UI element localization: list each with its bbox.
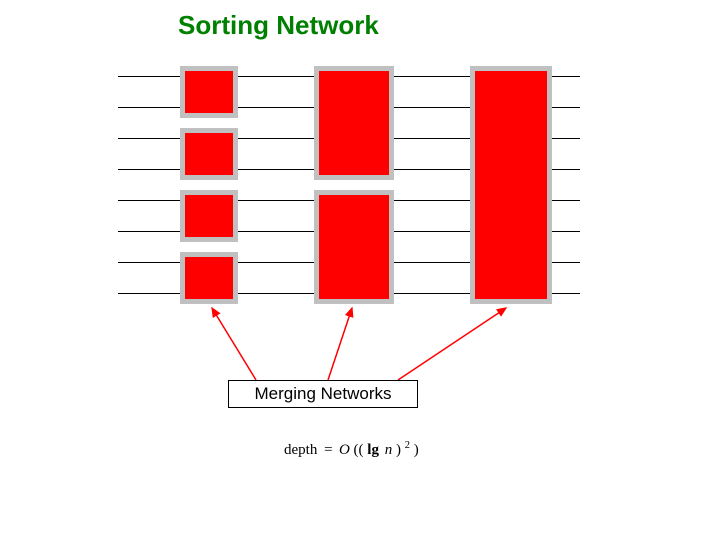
arrow-line <box>328 308 352 380</box>
merge-box <box>180 190 238 242</box>
formula-depth: depth <box>284 442 317 458</box>
formula-O: O <box>339 442 350 458</box>
formula-eq: = <box>321 442 335 458</box>
formula-n: n <box>383 442 393 458</box>
arrow-line <box>398 308 506 380</box>
formula-lg: lg <box>367 442 379 458</box>
merge-box <box>314 190 394 304</box>
formula-exp: 2 <box>405 440 410 451</box>
merge-box <box>180 128 238 180</box>
merging-networks-text: Merging Networks <box>255 384 392 404</box>
formula-open: (( <box>354 442 364 458</box>
arrow-line <box>212 308 256 380</box>
merge-box <box>180 66 238 118</box>
formula-close2: ) <box>414 442 419 458</box>
merge-box <box>314 66 394 180</box>
formula-close1: ) <box>396 442 401 458</box>
merge-box <box>470 66 552 304</box>
depth-formula: depth = O (( lg n ) 2 ) <box>284 440 419 459</box>
merge-box <box>180 252 238 304</box>
diagram-title: Sorting Network <box>178 10 379 41</box>
merging-networks-label: Merging Networks <box>228 380 418 408</box>
